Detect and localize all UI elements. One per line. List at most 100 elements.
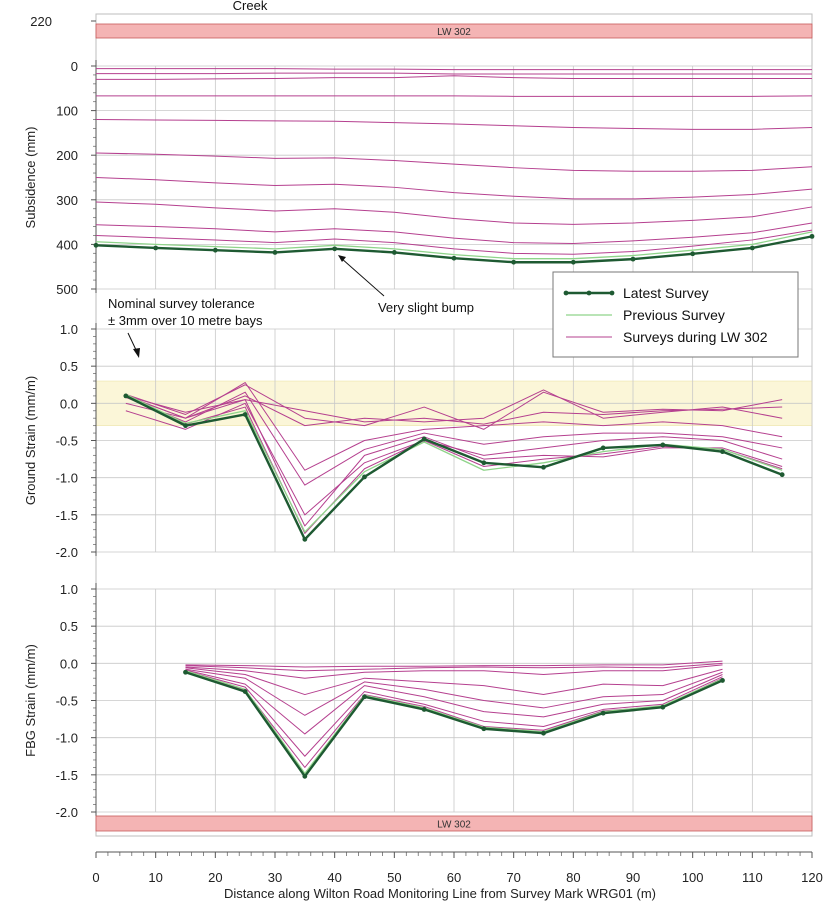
creek-label: Creek (233, 0, 268, 13)
survey-line (125, 384, 783, 430)
y-tick-label: -1.5 (56, 508, 78, 523)
latest-survey-point (153, 245, 159, 251)
y-tick-label: -0.5 (56, 694, 78, 709)
legend-swatch-point (563, 290, 569, 296)
latest-survey-point (660, 704, 666, 710)
band-label: LW 302 (437, 27, 471, 38)
survey-line (95, 201, 813, 225)
top-tick-label: 220 (30, 14, 52, 29)
x-tick-label: 40 (327, 870, 341, 885)
y-tick-label: 100 (56, 104, 78, 119)
survey-line (95, 119, 813, 130)
subsidence-panel (91, 60, 815, 293)
survey-line (125, 389, 783, 427)
survey-line (96, 75, 812, 80)
survey-line (125, 382, 783, 471)
tolerance-annotation-line-2: ± 3mm over 10 metre bays (108, 313, 263, 328)
bump-arrow-head (338, 255, 346, 262)
survey-line (125, 395, 783, 527)
latest-survey-point (332, 246, 338, 252)
latest-survey-point (302, 536, 308, 542)
y-axis-title: FBG Strain (mm/m) (23, 644, 38, 757)
latest-survey-point (511, 259, 517, 265)
x-tick-label: 50 (387, 870, 401, 885)
x-tick-label: 120 (801, 870, 823, 885)
legend-label: Surveys during LW 302 (623, 329, 768, 345)
survey-line (95, 177, 813, 200)
latest-survey-point (809, 233, 815, 239)
panel-band (95, 815, 813, 832)
y-axis-title: Subsidence (mm) (23, 127, 38, 229)
latest-survey-point (123, 393, 129, 399)
y-tick-label: 0.5 (60, 619, 78, 634)
latest-survey-point (242, 689, 248, 694)
survey-line (185, 660, 723, 668)
y-tick-label: 400 (56, 237, 78, 252)
survey-line (125, 391, 783, 486)
fbg-strain-panel (91, 583, 813, 816)
survey-line (96, 68, 812, 71)
y-tick-label: 1.0 (60, 322, 78, 337)
latest-survey-point (302, 773, 308, 779)
latest-survey-point (779, 472, 785, 478)
band-label: LW 302 (437, 820, 471, 831)
legend-label: Previous Survey (623, 307, 725, 323)
x-tick-label: 90 (626, 870, 640, 885)
bump-arrow-line (340, 257, 385, 297)
x-tick-label: 100 (682, 870, 704, 885)
survey-line (96, 72, 812, 75)
latest-survey-point (421, 707, 427, 712)
x-tick-label: 10 (148, 870, 162, 885)
latest-survey-point (93, 242, 99, 248)
latest-survey-point (362, 694, 367, 700)
bump-annotation: Very slight bump (378, 300, 474, 315)
x-tick-label: 110 (742, 870, 763, 885)
legend-swatch-point (609, 290, 615, 296)
survey-line (185, 669, 723, 735)
y-tick-label: -1.0 (56, 471, 78, 486)
latest-survey-point (600, 445, 606, 451)
latest-survey-point (362, 474, 367, 480)
latest-survey-point (720, 449, 725, 455)
survey-line (95, 222, 813, 245)
latest-survey-point (600, 710, 606, 716)
y-tick-label: -0.5 (56, 434, 78, 449)
latest-survey-point (481, 460, 487, 466)
x-tick-label: 0 (92, 870, 99, 885)
y-tick-label: 0.0 (60, 396, 78, 411)
latest-survey-point (720, 678, 725, 683)
survey-line (185, 668, 723, 716)
y-tick-label: 300 (56, 193, 78, 208)
tolerance-arrow-head (133, 348, 140, 358)
latest-survey-point (660, 442, 666, 448)
latest-survey-line (185, 671, 723, 778)
latest-survey-point (242, 412, 248, 417)
latest-survey-point (481, 726, 487, 732)
x-tick-label: 70 (506, 870, 520, 885)
latest-survey-point (749, 245, 755, 251)
latest-survey-point (570, 259, 576, 265)
latest-survey-point (183, 423, 188, 429)
x-tick-label: 20 (208, 870, 222, 885)
x-tick-label: 60 (447, 870, 461, 885)
y-tick-label: -2.0 (56, 545, 78, 560)
survey-line (185, 667, 723, 696)
y-tick-label: -1.0 (56, 731, 78, 746)
x-tick-label: 30 (268, 870, 282, 885)
survey-line (185, 670, 723, 757)
y-tick-label: 1.0 (60, 582, 78, 597)
y-tick-label: -1.5 (56, 768, 78, 783)
latest-survey-point (391, 250, 397, 255)
y-tick-label: -2.0 (56, 805, 78, 820)
latest-survey-point (630, 256, 636, 262)
y-tick-label: 500 (56, 282, 78, 297)
previous-survey-line (185, 670, 723, 774)
latest-survey-point (183, 669, 188, 675)
y-axis-title: Ground Strain (mm/m) (23, 376, 38, 505)
legend-swatch-point (586, 290, 592, 296)
x-axis-title: Distance along Wilton Road Monitoring Li… (224, 886, 656, 901)
y-tick-label: 200 (56, 148, 78, 163)
x-tick-label: 80 (566, 870, 580, 885)
